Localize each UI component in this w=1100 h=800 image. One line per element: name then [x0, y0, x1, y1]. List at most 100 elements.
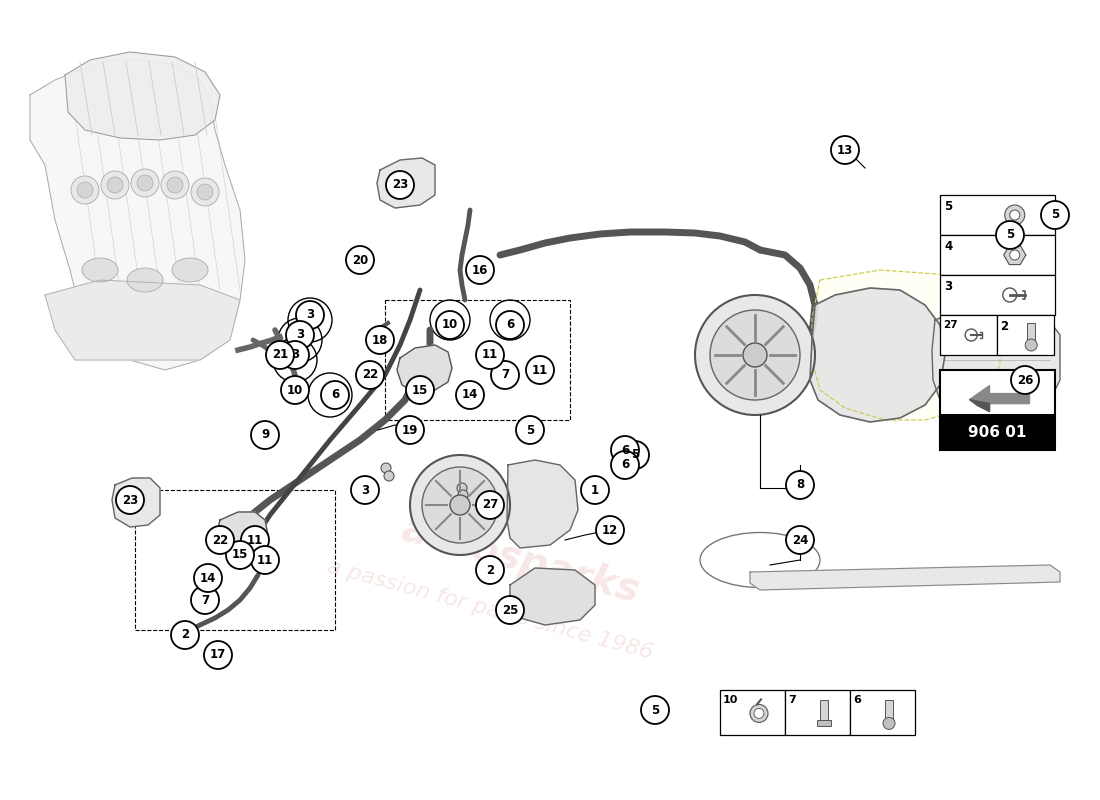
Text: 5: 5: [944, 200, 953, 213]
Text: 15: 15: [411, 383, 428, 397]
Circle shape: [251, 421, 279, 449]
Text: 9: 9: [261, 429, 270, 442]
Circle shape: [695, 295, 815, 415]
Polygon shape: [30, 60, 245, 370]
Polygon shape: [217, 512, 268, 555]
Circle shape: [396, 416, 424, 444]
Ellipse shape: [172, 258, 208, 282]
Text: 3: 3: [306, 309, 315, 322]
Text: 23: 23: [122, 494, 139, 506]
Bar: [940, 275, 1055, 315]
Ellipse shape: [126, 268, 163, 292]
Circle shape: [206, 526, 234, 554]
Text: 26: 26: [1016, 374, 1033, 386]
Circle shape: [1041, 201, 1069, 229]
Circle shape: [286, 321, 313, 349]
Text: 16: 16: [472, 263, 488, 277]
Circle shape: [1010, 250, 1020, 260]
Text: 1: 1: [591, 483, 600, 497]
Circle shape: [456, 483, 468, 493]
Circle shape: [610, 451, 639, 479]
Circle shape: [381, 463, 390, 473]
Text: 6: 6: [620, 458, 629, 471]
Circle shape: [526, 356, 554, 384]
Circle shape: [476, 491, 504, 519]
Circle shape: [77, 182, 94, 198]
Circle shape: [386, 171, 414, 199]
Circle shape: [610, 436, 639, 464]
Circle shape: [1025, 339, 1037, 351]
Text: 7: 7: [788, 695, 795, 705]
Text: 27: 27: [482, 498, 498, 511]
Circle shape: [786, 526, 814, 554]
Polygon shape: [45, 280, 240, 360]
Bar: [997, 315, 1054, 355]
Bar: [940, 414, 1055, 450]
Circle shape: [456, 381, 484, 409]
Text: 11: 11: [257, 554, 273, 566]
Circle shape: [581, 476, 609, 504]
Ellipse shape: [82, 258, 118, 282]
Text: 27: 27: [943, 320, 958, 330]
Text: 6: 6: [852, 695, 861, 705]
Text: 18: 18: [372, 334, 388, 346]
Text: 7: 7: [201, 594, 209, 606]
Circle shape: [466, 256, 494, 284]
Circle shape: [786, 471, 814, 499]
Text: 6: 6: [620, 443, 629, 457]
Circle shape: [346, 246, 374, 274]
Circle shape: [191, 586, 219, 614]
Text: 14: 14: [462, 389, 478, 402]
Text: 22: 22: [212, 534, 228, 546]
Circle shape: [72, 176, 99, 204]
Bar: [940, 370, 1055, 450]
Bar: [850, 690, 915, 735]
Bar: [1027, 323, 1035, 343]
Text: 17: 17: [210, 649, 227, 662]
Polygon shape: [65, 52, 220, 140]
Circle shape: [476, 341, 504, 369]
Text: 3: 3: [290, 349, 299, 362]
Text: 12: 12: [602, 523, 618, 537]
Circle shape: [496, 596, 524, 624]
Bar: [135, 490, 336, 630]
Circle shape: [226, 541, 254, 569]
Text: 2: 2: [486, 563, 494, 577]
Circle shape: [116, 486, 144, 514]
Polygon shape: [810, 288, 945, 422]
Text: a passion for parts since 1986: a passion for parts since 1986: [324, 557, 654, 663]
Text: 3: 3: [944, 280, 953, 293]
Circle shape: [754, 709, 764, 718]
Circle shape: [996, 221, 1024, 249]
Circle shape: [1004, 205, 1025, 225]
Text: 3: 3: [361, 483, 370, 497]
Text: 10: 10: [723, 695, 738, 705]
Circle shape: [384, 471, 394, 481]
Circle shape: [251, 546, 279, 574]
Text: 2: 2: [180, 629, 189, 642]
Circle shape: [107, 177, 123, 193]
Text: 6: 6: [331, 389, 339, 402]
Text: 5: 5: [631, 449, 639, 462]
Text: 21: 21: [272, 349, 288, 362]
Circle shape: [280, 376, 309, 404]
Polygon shape: [969, 386, 1030, 411]
Circle shape: [406, 376, 434, 404]
Text: 5: 5: [1050, 209, 1059, 222]
Circle shape: [167, 177, 183, 193]
Circle shape: [750, 704, 768, 722]
Circle shape: [596, 516, 624, 544]
Bar: [820, 701, 828, 722]
Text: 10: 10: [287, 383, 304, 397]
Circle shape: [410, 455, 510, 555]
Bar: [817, 720, 830, 726]
Circle shape: [280, 341, 309, 369]
Bar: [785, 690, 850, 735]
Text: 906 01: 906 01: [968, 425, 1026, 440]
Polygon shape: [1003, 246, 1025, 265]
Text: 13: 13: [837, 143, 854, 157]
Circle shape: [476, 556, 504, 584]
Circle shape: [710, 310, 800, 400]
Text: 5: 5: [526, 423, 535, 437]
Polygon shape: [377, 158, 434, 208]
